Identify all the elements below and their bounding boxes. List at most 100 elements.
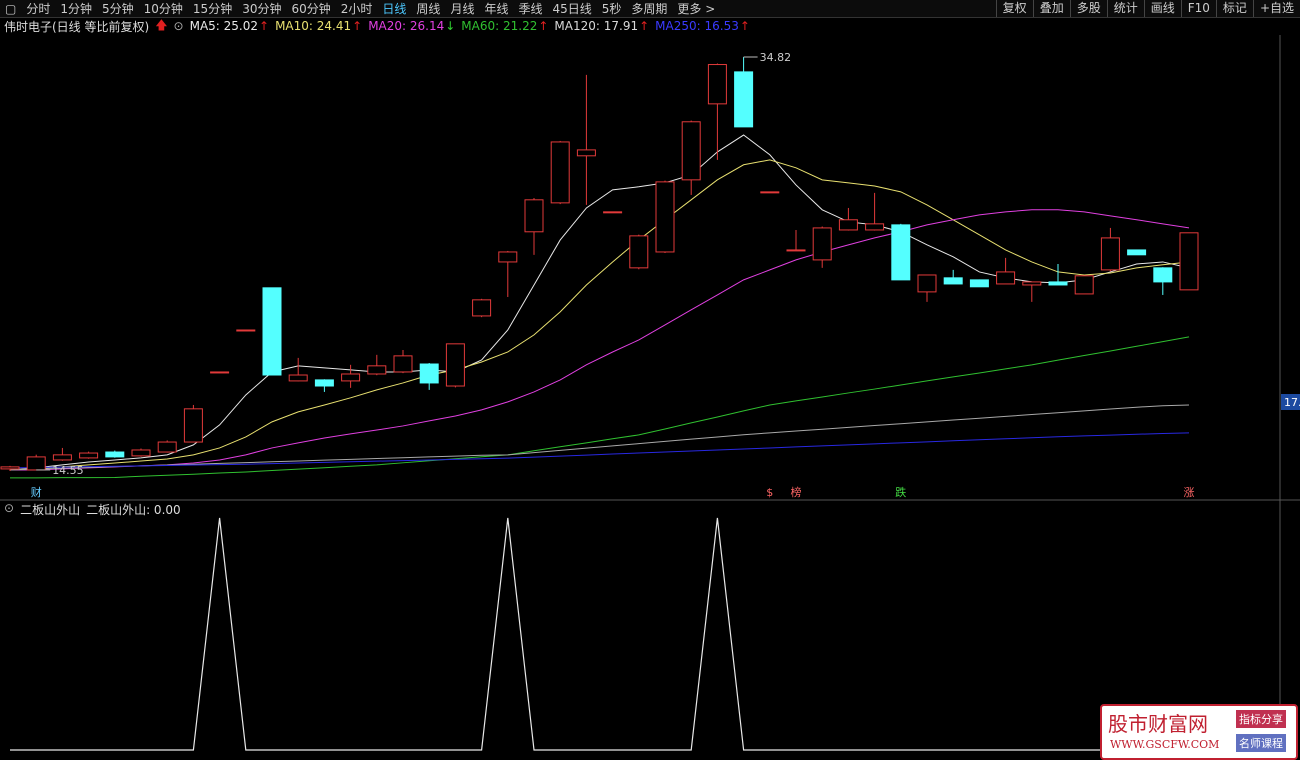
candle-body <box>314 379 334 387</box>
candle-body <box>629 235 649 269</box>
icon: ▢ <box>5 1 17 16</box>
period-tab[interactable]: 周线 <box>416 2 441 16</box>
candle-body <box>943 277 963 285</box>
candle-body <box>891 224 911 281</box>
tool-button[interactable]: 统计 <box>1106 0 1144 17</box>
indicator-title: 二板山外山 <box>20 503 81 517</box>
candle-body <box>419 363 439 384</box>
candle-body <box>105 451 125 458</box>
period-tab[interactable]: 30分钟 <box>242 2 282 16</box>
period-tab[interactable]: 月线 <box>450 2 475 16</box>
candle-body <box>498 251 518 263</box>
price-tag: 17. <box>1284 396 1300 409</box>
candle-body <box>1127 249 1147 256</box>
tool-button[interactable]: 多股 <box>1069 0 1107 17</box>
candle-body <box>262 287 282 376</box>
period-tab[interactable]: 5分钟 <box>102 2 134 16</box>
candle-body <box>969 279 989 288</box>
candle-body <box>1153 267 1173 283</box>
candle-body <box>576 149 596 157</box>
trend-arrow: ↑ <box>639 19 650 33</box>
event-marker: $ <box>766 486 773 499</box>
period-tab[interactable]: 10分钟 <box>143 2 183 16</box>
tool-button[interactable]: 画线 <box>1143 0 1181 17</box>
candle-body <box>812 227 832 261</box>
candle-body <box>838 219 858 231</box>
candle-body <box>996 271 1016 285</box>
tool-button[interactable]: +自选 <box>1252 0 1300 17</box>
candle-body <box>393 355 413 373</box>
candle-body <box>445 343 465 387</box>
trend-arrow: ↓ <box>445 19 456 33</box>
period-tab[interactable]: 分时 <box>26 2 51 16</box>
trend-arrow: ↑ <box>259 19 270 33</box>
period-tab[interactable]: 2小时 <box>340 2 373 16</box>
candle-body <box>707 64 727 105</box>
icon: 🡅 <box>155 17 168 32</box>
candle-body <box>760 191 780 194</box>
candle-body <box>524 199 544 233</box>
candle-body <box>1074 275 1094 295</box>
period-tab[interactable]: 1分钟 <box>60 2 92 16</box>
watermark-url: WWW.GSCFW.COM <box>1110 738 1220 751</box>
indicator-legend: ⊙ 二板山外山 二板山外山: 0.00 <box>4 501 181 518</box>
candle-body <box>917 274 937 293</box>
candle-body <box>1179 232 1199 291</box>
watermark-name: 股市财富网 <box>1108 712 1208 736</box>
icon: ⊙ <box>4 501 15 515</box>
annotation-label: 14.55 <box>52 464 83 477</box>
trend-arrow: ↑ <box>739 19 750 33</box>
candle-body <box>865 223 885 231</box>
period-tab[interactable]: 多周期 <box>631 2 668 16</box>
ma-line <box>10 209 1190 471</box>
price-tag-box <box>1281 394 1300 410</box>
candle-body <box>786 249 806 252</box>
period-tab[interactable]: 季线 <box>518 2 543 16</box>
legend-entry: 二板山外山: 0.00 <box>86 503 181 517</box>
trend-arrow: ↑ <box>352 19 363 33</box>
period-tab[interactable]: 日线 <box>382 2 407 16</box>
event-marker: 榜 <box>791 485 802 499</box>
period-tab[interactable]: 更多 > <box>677 2 716 16</box>
tool-button[interactable]: 标记 <box>1215 0 1253 17</box>
legend-entry: MA120: 17.91 <box>554 19 639 33</box>
annotation-label: 34.82 <box>760 51 792 64</box>
period-tab[interactable]: 5秒 <box>601 2 622 16</box>
period-tab[interactable]: 45日线 <box>552 2 592 16</box>
legend: 伟时电子(日线 等比前复权) 🡅 ⊙ MA5: 25.02 ↑ MA10: 24.41 ↑ M… <box>4 18 750 34</box>
candle-body <box>79 452 99 459</box>
period-tab[interactable]: 15分钟 <box>192 2 233 16</box>
candle-body <box>52 454 72 461</box>
candle-body <box>472 299 492 317</box>
legend-entry: MA5: 25.02 <box>189 19 259 33</box>
event-marker: 财 <box>31 485 42 499</box>
watermark-tag: 指标分享 <box>1236 710 1286 728</box>
indicator-line <box>10 517 1189 751</box>
candle-body <box>131 449 151 457</box>
legend-entry: MA10: 24.41 <box>275 19 352 33</box>
period-tab[interactable]: 年线 <box>484 2 509 16</box>
candle-body <box>341 373 361 382</box>
toolbar: ▢ 分时 1分钟 5分钟 10分钟 15分钟 30分钟 60分钟 2小时 日线 周线 月线 年线 季线 45… <box>0 0 1300 18</box>
tool-button[interactable]: 叠加 <box>1032 0 1070 17</box>
candle-body <box>26 456 46 471</box>
candle-body <box>157 441 177 453</box>
legend-entry: MA60: 21.22 <box>461 19 538 33</box>
period-tab[interactable]: 60分钟 <box>291 2 331 16</box>
watermark-tag: 名师课程 <box>1236 734 1286 752</box>
legend-entry: MA250: 16.53 <box>655 19 739 33</box>
candle-body <box>288 374 308 382</box>
candle-body <box>367 365 387 375</box>
candle-body <box>655 181 675 253</box>
ma-line <box>9 432 1190 469</box>
watermark: 股市财富网 WWW.GSCFW.COM 指标分享 名师课程 <box>1100 704 1298 760</box>
tool-button[interactable]: F10 <box>1180 0 1216 17</box>
candle-body <box>603 211 623 214</box>
candle-body <box>236 329 256 332</box>
legend-entry: MA20: 26.14 <box>368 19 445 33</box>
ma-line <box>9 404 1190 471</box>
candle-body <box>1100 237 1120 271</box>
candle-body <box>681 121 701 181</box>
tool-button[interactable]: 复权 <box>995 0 1033 17</box>
